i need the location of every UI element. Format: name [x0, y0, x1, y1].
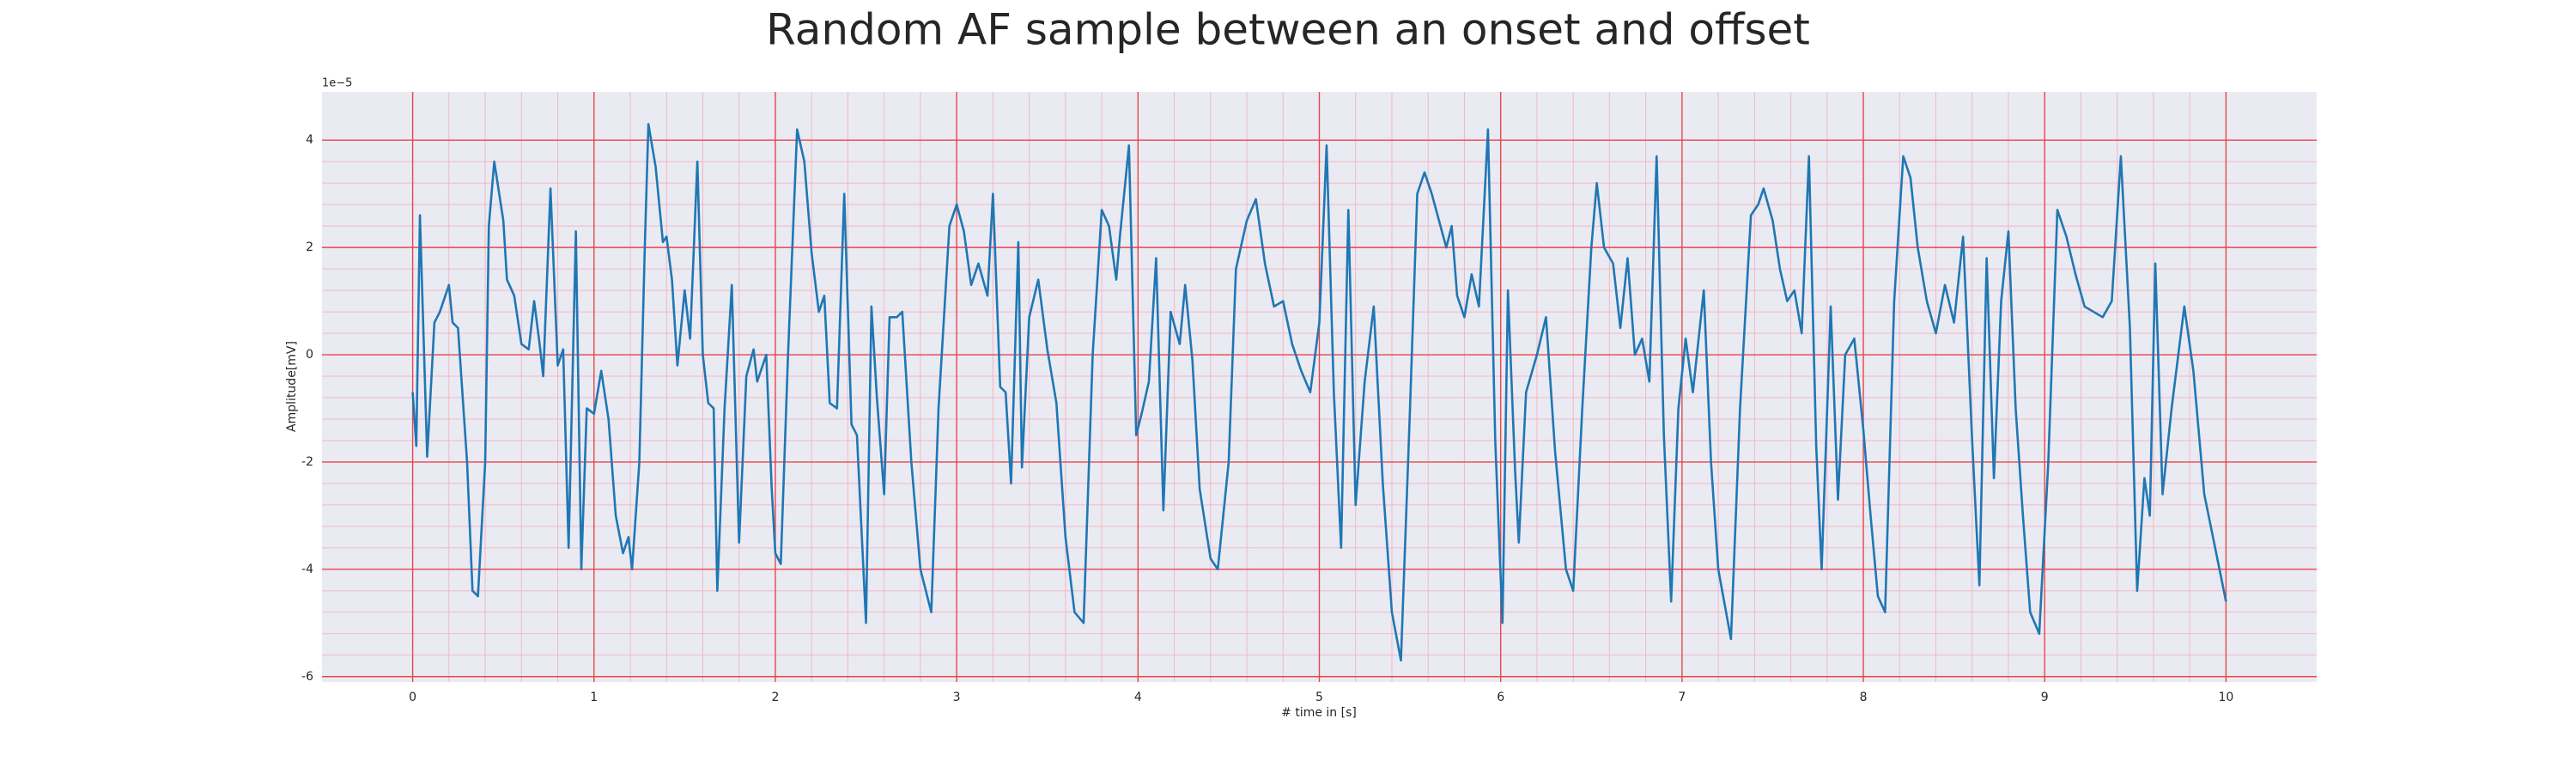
x-tick-label: 4: [1134, 691, 1142, 704]
y-tick-label: 4: [306, 133, 313, 147]
y-tick-label: 0: [306, 348, 313, 362]
y-tick-label: -4: [301, 563, 313, 576]
x-tick-label: 9: [2041, 691, 2049, 704]
x-tick-label: 5: [1315, 691, 1323, 704]
y-offset-label: 1e−5: [322, 77, 352, 90]
data-line: [411, 123, 2227, 662]
x-tick-label: 10: [2218, 691, 2233, 704]
x-tick-label: 8: [1860, 691, 1868, 704]
grid: [322, 92, 2317, 682]
x-tick-label: 7: [1678, 691, 1686, 704]
x-tick-label: 0: [409, 691, 416, 704]
y-tick-label: -2: [301, 455, 313, 469]
x-tick-label: 3: [953, 691, 961, 704]
chart-title: Random AF sample between an onset and of…: [766, 5, 1810, 55]
x-axis-label: # time in [s]: [1281, 706, 1357, 720]
y-tick-label: 2: [306, 240, 313, 254]
y-axis-label: Amplitude[mV]: [285, 341, 299, 432]
y-tick-label: -6: [301, 670, 313, 684]
x-tick-label: 2: [771, 691, 779, 704]
x-tick-label: 6: [1497, 691, 1504, 704]
x-tick-label: 1: [590, 691, 598, 704]
